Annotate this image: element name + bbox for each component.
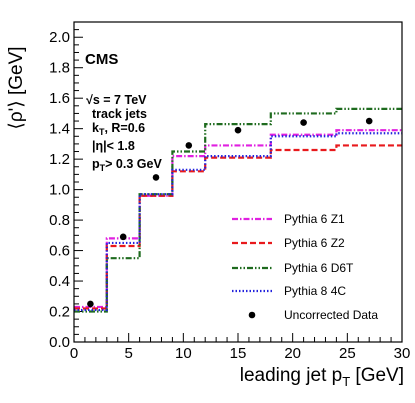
info-box: CMS √s = 7 TeV track jets kT, R=0.6 |η|<… [85, 51, 162, 173]
y-tick-label: 0.4 [49, 273, 70, 290]
series-layer [74, 107, 402, 313]
y-tick-label: 1.2 [49, 151, 70, 168]
x-tick-label: 15 [230, 345, 247, 362]
data-point [234, 126, 242, 134]
pt-cut-label: pT> 0.3 GeV [92, 157, 162, 173]
y-tick-label: 0.0 [49, 334, 70, 351]
y-tick-label: 2.0 [49, 29, 70, 46]
data-point [152, 174, 160, 181]
x-tick-label: 10 [175, 345, 192, 362]
algorithm-label: kT, R=0.6 [92, 121, 145, 137]
x-tick-label: 30 [394, 345, 411, 362]
data-point [87, 300, 94, 308]
series-line [74, 107, 402, 313]
jet-type-label: track jets [92, 107, 147, 121]
x-tick-label: 25 [339, 345, 356, 362]
plot-frame [73, 21, 403, 343]
y-tick-label: 0.2 [49, 304, 70, 321]
data-point [185, 142, 193, 149]
y-tick-label: 1.8 [49, 60, 70, 77]
legend-marker [248, 311, 256, 319]
cms-label: CMS [85, 51, 118, 68]
series-line [74, 144, 402, 310]
ticks-layer: 0 5 10 15 20 25 30 0.0 0.2 0.4 0.6 0.8 1.0 1.2 1.4 1.6 1… [49, 29, 410, 362]
x-tick-label: 0 [70, 345, 78, 362]
legend-label: Pythia 6 D6T [284, 261, 354, 275]
legend: Pythia 6 Z1 Pythia 6 Z2 Pythia 6 D6T Pythia… [232, 212, 378, 322]
data-point [365, 117, 373, 125]
y-tick-label: 0.6 [49, 243, 70, 260]
x-tick-label: 20 [284, 345, 301, 362]
data-point [119, 233, 127, 241]
y-tick-label: 0.8 [49, 212, 70, 229]
x-axis-title: leading jet pT [GeV] [240, 365, 404, 389]
legend-label: Uncorrected Data [284, 308, 378, 322]
y-tick-label: 1.4 [49, 121, 70, 138]
y-axis-title: ⟨ρ'⟩ [GeV] [6, 46, 27, 129]
eta-cut-label: |η|< 1.8 [92, 139, 135, 153]
legend-label: Pythia 8 4C [284, 284, 346, 298]
series-line [74, 129, 402, 309]
x-tick-label: 5 [124, 345, 132, 362]
legend-label: Pythia 6 Z1 [284, 212, 345, 226]
energy-label: √s = 7 TeV [86, 93, 147, 107]
data-point [300, 119, 307, 126]
legend-label: Pythia 6 Z2 [284, 236, 345, 250]
y-tick-label: 1.6 [49, 90, 70, 107]
y-tick-label: 1.0 [49, 182, 70, 199]
points-layer [87, 117, 373, 308]
series-line [74, 132, 402, 312]
